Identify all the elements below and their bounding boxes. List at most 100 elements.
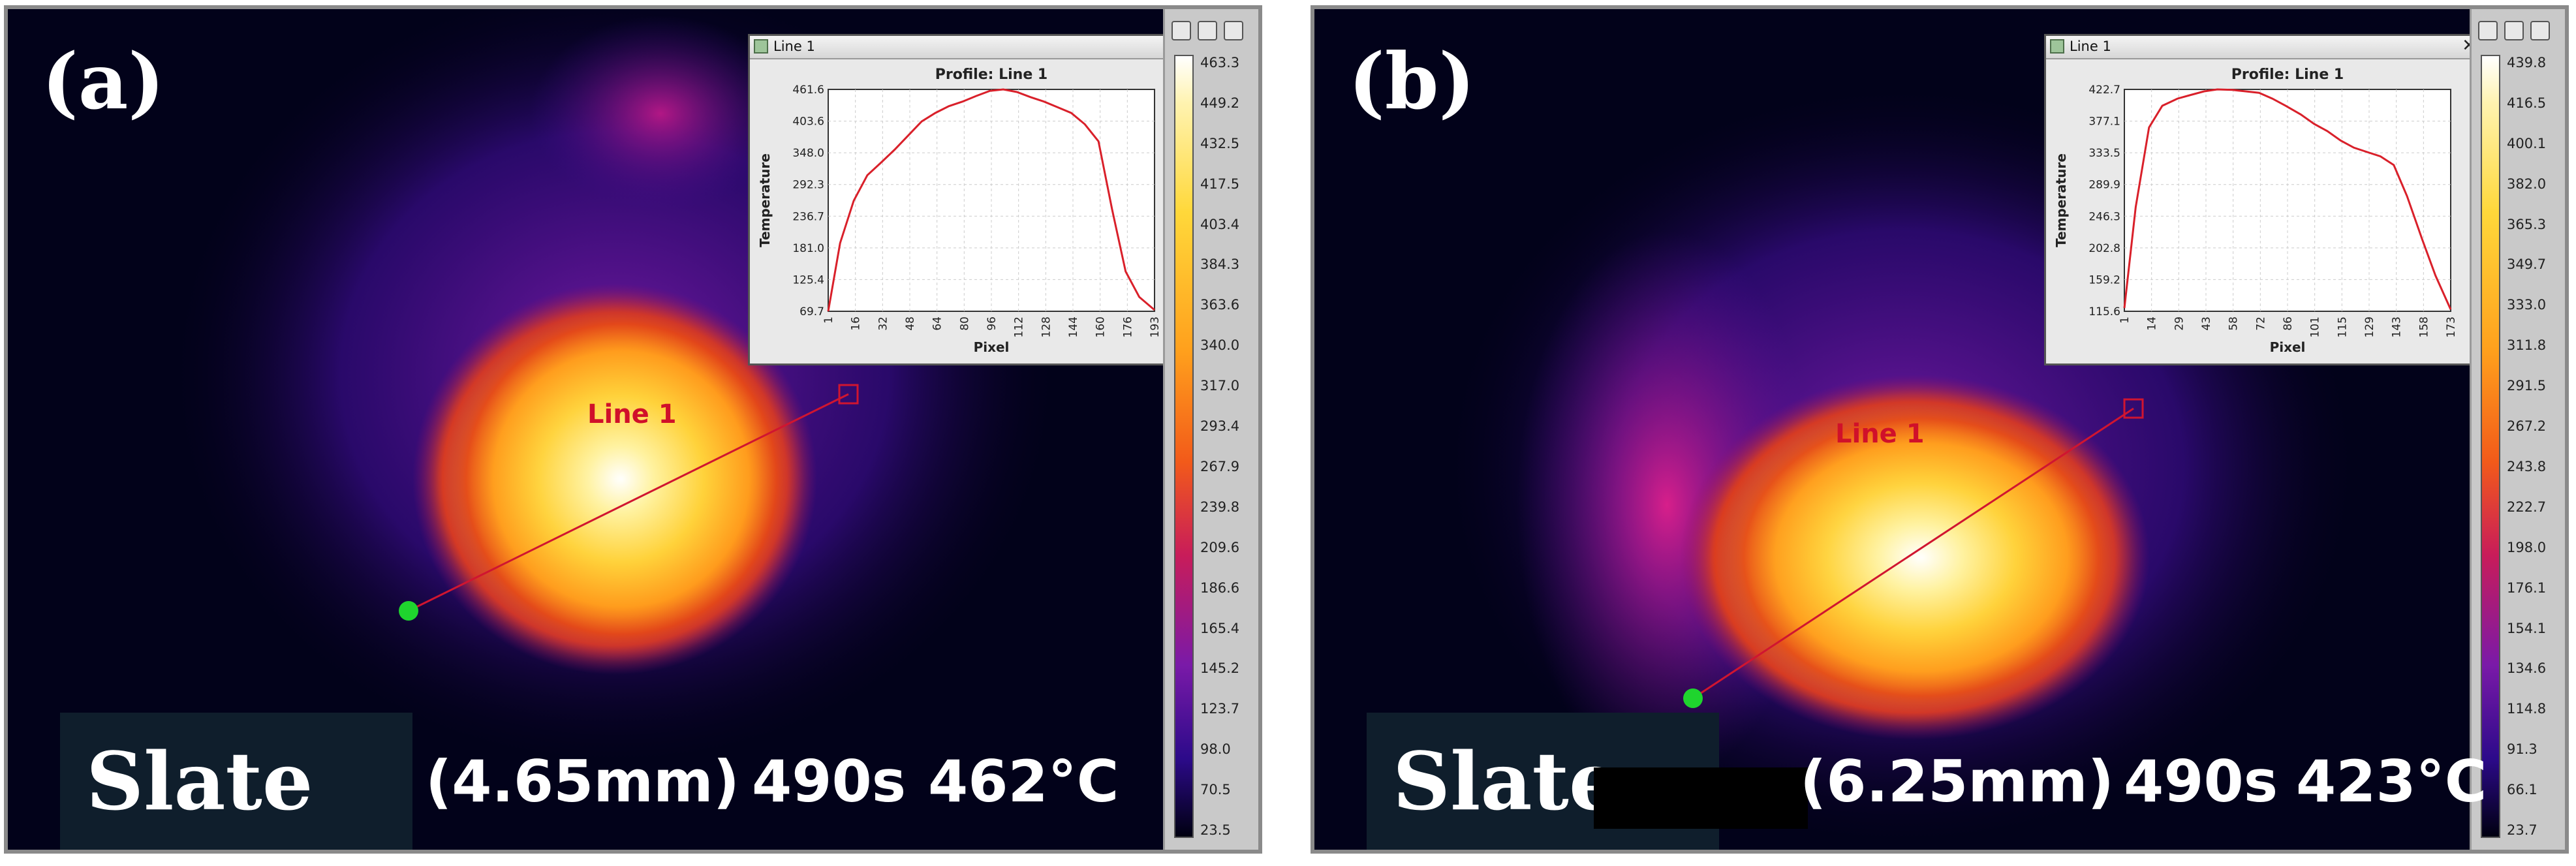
time-label: 490s bbox=[752, 748, 907, 815]
x-axis-label: Pixel bbox=[974, 339, 1010, 355]
colorbar-tick-label: 134.6 bbox=[2507, 660, 2547, 677]
material-label: Slate bbox=[86, 734, 313, 828]
profile-line bbox=[2123, 88, 2452, 310]
x-tick-label: 173 bbox=[2445, 317, 2458, 337]
colorbar-tick-label: 222.7 bbox=[2507, 499, 2547, 515]
window-title: Line 1 bbox=[2070, 39, 2111, 54]
colorbar-tick-label: 91.3 bbox=[2507, 741, 2537, 758]
colorbar-tick-label: 365.3 bbox=[2507, 216, 2547, 232]
x-tick-label: 32 bbox=[877, 317, 890, 331]
y-tick-label: 289.9 bbox=[2088, 179, 2120, 192]
colorbar-ticks: 439.8 416.5 400.1 382.0 365.3 349.7 333.0 311.8… bbox=[2507, 55, 2565, 838]
y-tick-label: 246.3 bbox=[2088, 210, 2120, 223]
y-tick-label: 403.6 bbox=[792, 116, 824, 129]
time-label: 490s bbox=[2124, 748, 2278, 815]
colorbar-tick-label: 267.9 bbox=[1200, 458, 1240, 474]
colorbar-tick-label: 449.2 bbox=[1200, 95, 1240, 111]
colorbar-tick-label: 463.3 bbox=[1200, 55, 1240, 70]
colorbar-tick-label: 198.0 bbox=[2507, 539, 2547, 555]
max-temp-label: 462°C bbox=[928, 748, 1119, 815]
palette-icon[interactable] bbox=[2478, 21, 2498, 40]
x-tick-label: 101 bbox=[2309, 317, 2322, 337]
x-tick-label: 112 bbox=[1013, 317, 1026, 337]
x-tick-label: 143 bbox=[2391, 317, 2404, 337]
colorbar-tick-label: 239.8 bbox=[1200, 499, 1240, 515]
y-tick-label: 348.0 bbox=[792, 147, 824, 160]
colorbar-tick-label: 209.6 bbox=[1200, 539, 1240, 555]
colorbar-tick-label: 439.8 bbox=[2507, 55, 2547, 70]
colorbar-tick-label: 145.2 bbox=[1200, 660, 1240, 677]
window-titlebar[interactable]: Line 1 ✕ bbox=[750, 36, 1187, 59]
line-label: Line 1 bbox=[1835, 419, 1925, 449]
panel-letter: (b) bbox=[1348, 36, 1476, 127]
sidebar-toolbar bbox=[1172, 21, 1243, 40]
x-tick-label: 16 bbox=[850, 317, 863, 331]
window-title: Line 1 bbox=[773, 39, 815, 54]
colorbar-tick-label: 291.5 bbox=[2507, 378, 2547, 394]
thickness-label: (6.25mm) bbox=[1800, 748, 2114, 815]
palette-icon[interactable] bbox=[2504, 21, 2524, 40]
chart-title: Profile: Line 1 bbox=[2231, 67, 2344, 83]
chart-title: Profile: Line 1 bbox=[935, 67, 1047, 83]
colorbar-tick-label: 416.5 bbox=[2507, 95, 2547, 111]
sidebar-toolbar bbox=[2478, 21, 2550, 40]
x-tick-label: 29 bbox=[2173, 317, 2186, 331]
colorbar-tick-label: 23.7 bbox=[2507, 822, 2537, 838]
y-tick-label: 115.6 bbox=[2088, 305, 2120, 318]
colorbar-tick-label: 66.1 bbox=[2507, 782, 2537, 798]
x-tick-label: 96 bbox=[985, 317, 999, 331]
colorbar-tick-label: 333.0 bbox=[2507, 297, 2547, 313]
colorbar-tick-label: 23.5 bbox=[1200, 822, 1231, 838]
y-tick-label: 125.4 bbox=[792, 273, 824, 286]
colorbar-tick-label: 317.0 bbox=[1200, 378, 1240, 394]
x-tick-label: 176 bbox=[1121, 317, 1134, 337]
palette-icon[interactable] bbox=[2530, 21, 2550, 40]
y-tick-label: 422.7 bbox=[2088, 84, 2120, 97]
x-tick-label: 72 bbox=[2254, 317, 2267, 331]
colorbar-tick-label: 382.0 bbox=[2507, 176, 2547, 192]
palette-icon[interactable] bbox=[1172, 21, 1191, 40]
x-tick-label: 1 bbox=[2118, 317, 2132, 324]
profile-chart: Profile: Line 1 Pixel Temperature 115.6 159.… bbox=[2046, 59, 2483, 363]
colorbar-sidebar: 463.3 449.2 432.5 417.5 403.4 384.3 363.6 340.0… bbox=[1163, 9, 1258, 850]
profile-window[interactable]: Line 1 ✕ Profile: Line 1 Pixel Temperature… bbox=[2044, 34, 2485, 365]
y-tick-label: 236.7 bbox=[792, 210, 824, 223]
x-tick-label: 158 bbox=[2417, 317, 2430, 337]
profile-window-icon bbox=[754, 39, 768, 54]
caption-box: Slate bbox=[60, 713, 412, 850]
colorbar-tick-label: 400.1 bbox=[2507, 135, 2547, 151]
palette-icon[interactable] bbox=[1198, 21, 1217, 40]
x-tick-label: 58 bbox=[2227, 317, 2241, 331]
profile-window[interactable]: Line 1 ✕ Profile: Line 1 Pixel Temperature… bbox=[748, 34, 1188, 365]
redaction-bar bbox=[1594, 767, 1808, 829]
x-tick-label: 48 bbox=[904, 317, 917, 331]
colorbar-tick-label: 165.4 bbox=[1200, 620, 1240, 636]
colorbar-tick-label: 267.2 bbox=[2507, 418, 2547, 435]
x-tick-label: 64 bbox=[931, 317, 944, 331]
x-tick-label: 193 bbox=[1149, 317, 1162, 337]
window-titlebar[interactable]: Line 1 ✕ bbox=[2046, 36, 2483, 59]
y-tick-label: 461.6 bbox=[792, 84, 824, 97]
colorbar-tick-label: 243.8 bbox=[2507, 458, 2547, 474]
x-tick-label: 115 bbox=[2336, 317, 2349, 337]
profile-window-icon bbox=[2050, 39, 2064, 54]
max-temp-label: 423°C bbox=[2296, 748, 2487, 815]
y-tick-label: 202.8 bbox=[2088, 242, 2120, 255]
y-tick-label: 292.3 bbox=[792, 179, 824, 192]
colorbar-tick-label: 432.5 bbox=[1200, 135, 1240, 151]
x-tick-label: 128 bbox=[1040, 317, 1053, 337]
y-tick-label: 181.0 bbox=[792, 242, 824, 255]
colorbar-tick-label: 417.5 bbox=[1200, 176, 1240, 192]
profile-line bbox=[827, 88, 1155, 312]
colorbar-tick-label: 293.4 bbox=[1200, 418, 1240, 435]
colorbar bbox=[2481, 55, 2500, 838]
x-tick-label: 1 bbox=[822, 317, 835, 324]
colorbar-tick-label: 154.1 bbox=[2507, 620, 2547, 636]
y-tick-label: 377.1 bbox=[2088, 116, 2120, 129]
x-tick-label: 86 bbox=[2282, 317, 2295, 331]
colorbar-tick-label: 363.6 bbox=[1200, 297, 1240, 313]
y-axis-label: Temperature bbox=[2053, 153, 2069, 247]
panel-letter: (a) bbox=[42, 36, 165, 127]
colorbar-tick-label: 311.8 bbox=[2507, 337, 2547, 354]
palette-icon[interactable] bbox=[1224, 21, 1243, 40]
